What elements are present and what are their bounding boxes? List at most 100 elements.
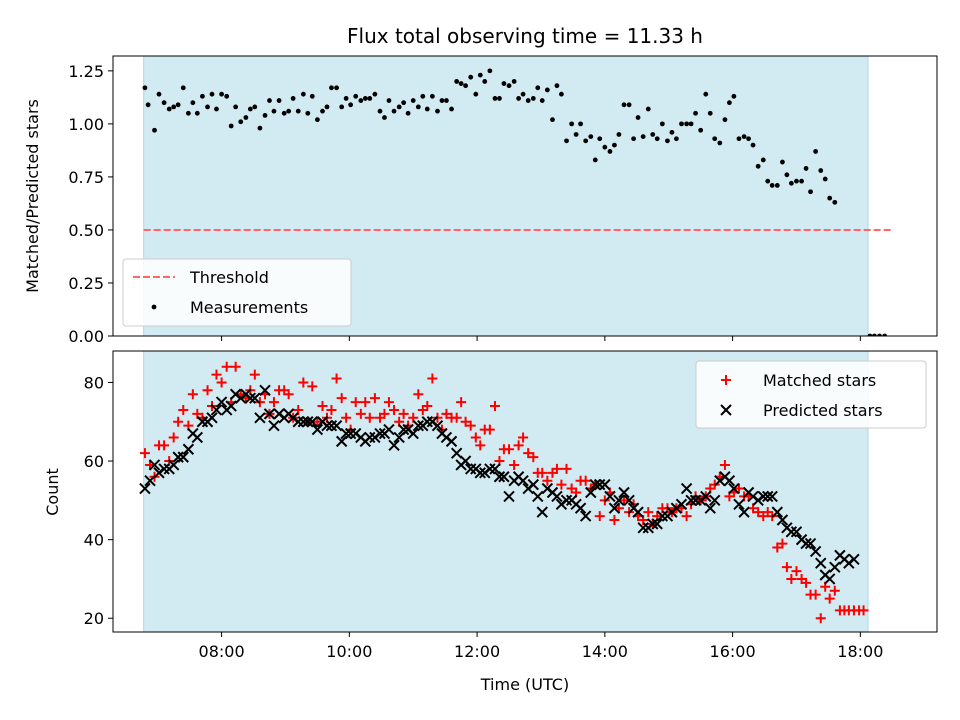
data-point — [200, 93, 205, 99]
data-point — [651, 518, 663, 530]
data-point — [286, 108, 292, 114]
data-point — [295, 108, 301, 114]
data-point — [613, 494, 625, 507]
ratio-panel: 0.00 0.25 0.50 0.75 1.00 1.25 Threshold Measure… — [68, 55, 938, 346]
data-point — [401, 100, 407, 106]
data-point — [358, 98, 364, 103]
data-point — [679, 121, 684, 127]
data-point — [493, 471, 506, 483]
data-point — [693, 110, 698, 116]
data-point — [704, 502, 716, 514]
axes-frame — [112, 55, 938, 337]
data-point — [824, 593, 835, 604]
data-point — [302, 416, 314, 428]
data-point — [650, 132, 656, 137]
data-point — [527, 478, 540, 491]
data-point — [574, 502, 587, 514]
bottom-legend: Matched stars Predicted stars — [695, 360, 927, 429]
data-point — [167, 459, 180, 471]
data-point — [209, 91, 215, 97]
data-point — [276, 98, 282, 103]
data-point — [498, 471, 510, 483]
data-point — [292, 416, 304, 428]
data-point — [412, 419, 425, 432]
data-point — [178, 404, 189, 415]
data-point — [364, 412, 375, 423]
data-point — [139, 482, 151, 495]
data-point — [187, 389, 198, 400]
data-point — [228, 123, 234, 129]
data-point — [340, 427, 352, 440]
data-point — [607, 149, 613, 154]
data-point — [329, 85, 334, 91]
data-point — [306, 416, 319, 428]
data-point — [482, 79, 488, 84]
data-point — [389, 404, 400, 415]
legend-measurements-swatch — [151, 304, 157, 310]
data-point — [626, 102, 632, 108]
data-point — [589, 478, 601, 491]
data-point — [196, 416, 209, 428]
data-point — [785, 526, 798, 538]
data-point — [320, 108, 325, 114]
data-point — [168, 432, 179, 443]
data-point — [144, 474, 156, 487]
data-point — [309, 93, 315, 99]
data-point — [513, 440, 524, 451]
data-point — [214, 106, 219, 112]
plot-area — [139, 361, 869, 624]
data-point — [801, 577, 812, 588]
data-point — [794, 178, 799, 184]
y-tick-label: 60 — [84, 452, 104, 471]
data-point — [645, 106, 651, 112]
data-point — [202, 385, 213, 396]
data-point — [475, 440, 486, 451]
data-point — [776, 514, 789, 526]
data-point — [698, 127, 704, 133]
data-point — [772, 542, 783, 553]
data-point — [421, 416, 433, 428]
data-point — [815, 557, 827, 569]
data-point — [631, 136, 636, 142]
data-point — [506, 83, 512, 89]
data-point — [659, 121, 665, 127]
data-point — [647, 518, 659, 530]
data-point — [800, 537, 812, 550]
data-point — [640, 134, 646, 140]
data-point — [393, 431, 405, 444]
data-point — [312, 416, 323, 427]
data-point — [420, 93, 426, 99]
data-point — [604, 490, 616, 503]
data-point — [539, 98, 545, 103]
data-point — [858, 605, 869, 616]
data-point — [484, 463, 496, 475]
data-point — [731, 93, 737, 99]
data-point — [225, 400, 237, 412]
data-point — [407, 427, 419, 440]
data-point — [594, 511, 605, 522]
data-point — [654, 136, 660, 142]
data-point — [741, 134, 747, 140]
data-point — [463, 83, 468, 89]
data-point — [353, 93, 359, 99]
x-axis-label: Time (UTC) — [480, 675, 569, 694]
legend-matched-label: Matched stars — [763, 371, 876, 390]
data-point — [459, 455, 472, 467]
data-point — [823, 573, 836, 585]
data-point — [307, 381, 318, 392]
data-point — [520, 91, 526, 97]
data-point — [257, 125, 263, 131]
data-point — [317, 401, 328, 412]
data-point — [637, 522, 649, 534]
legend-frame — [122, 258, 352, 327]
data-point — [550, 117, 555, 123]
x-tick-label: 10:00 — [326, 642, 372, 661]
data-point — [281, 110, 287, 116]
data-point — [585, 486, 597, 499]
data-point — [700, 490, 712, 503]
data-point — [822, 176, 828, 182]
data-point — [867, 333, 873, 336]
bottom-y-axis-label: Count — [43, 468, 62, 516]
data-point — [616, 132, 622, 137]
data-point — [210, 404, 223, 416]
